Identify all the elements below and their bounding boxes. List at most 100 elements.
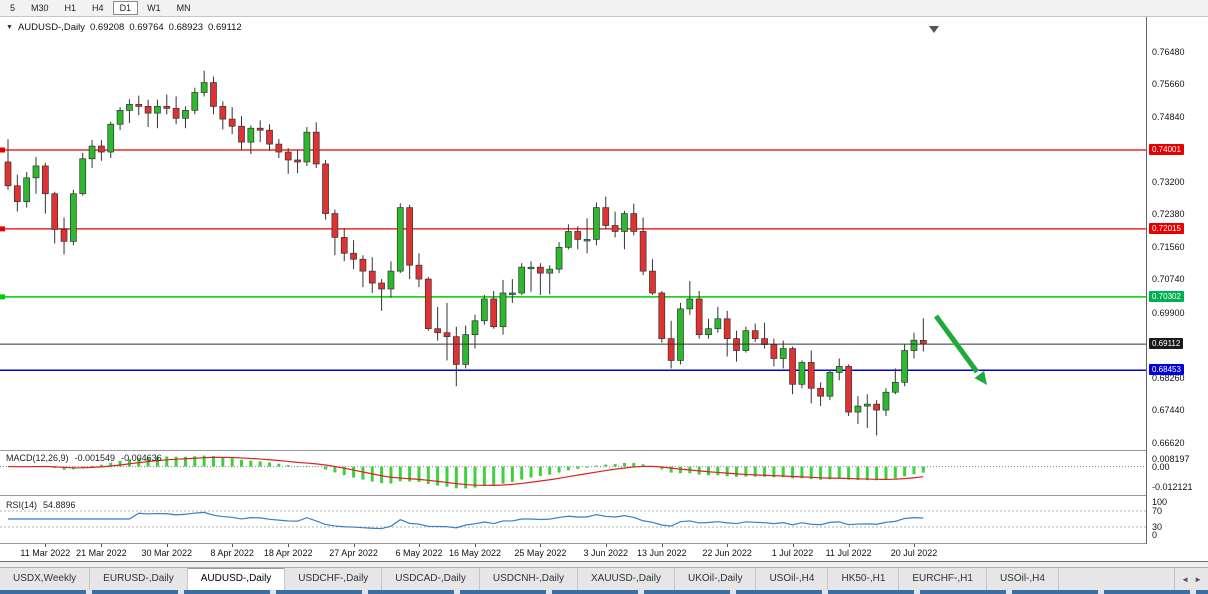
time-axis[interactable]: 11 Mar 2022 21 Mar 2022 30 Mar 2022 8 Apr 2… (0, 544, 1208, 561)
macd-pane (0, 455, 1146, 489)
tab-navigation: ◄ ► (1174, 568, 1208, 590)
time-tick-mark (540, 544, 542, 547)
price-tick: 0.66620 (1152, 438, 1185, 449)
rsi-line (8, 511, 924, 530)
price-tick: 0.68260 (1152, 372, 1185, 383)
time-tick-label: 11 Jul 2022 (825, 548, 872, 558)
time-tick-label: 6 May 2022 (395, 548, 443, 558)
tab-usdcad-daily[interactable]: USDCAD-,Daily (382, 568, 480, 590)
time-tick-mark (45, 544, 47, 547)
time-tick-label: 18 Apr 2022 (263, 548, 313, 558)
ohlc-high: 0.69764 (129, 22, 164, 33)
green-down-arrow[interactable] (933, 314, 980, 374)
tab-usoil-h4[interactable]: USOil-,H4 (986, 568, 1059, 590)
time-tick-label: 13 Jun 2022 (637, 548, 687, 558)
chart-header: ▼ AUDUSD-,Daily 0.69208 0.69764 0.68923 … (6, 22, 242, 33)
time-tick-mark (475, 544, 476, 547)
time-tick-mark (848, 544, 850, 547)
time-tick-label: 20 Jul 2022 (890, 548, 938, 558)
tab-ukoil-daily[interactable]: UKOil-,Daily (675, 568, 757, 590)
chart-symbol-title: AUDUSD-,Daily (17, 22, 85, 33)
timeframe-button-h4[interactable]: H4 (85, 1, 111, 15)
ohlc-close: 0.69112 (208, 22, 242, 33)
time-tick-mark (605, 544, 607, 547)
tab-usdcnh-daily[interactable]: USDCNH-,Daily (479, 568, 578, 590)
macd-scale-tick: 0.008197 (1152, 454, 1190, 464)
taskbar-edge (0, 590, 1208, 594)
time-tick-mark (288, 544, 290, 547)
timeframe-button-h1[interactable]: H1 (58, 1, 84, 15)
price-tick: 0.73200 (1152, 176, 1185, 187)
pane-divider-rsi[interactable] (0, 495, 1208, 496)
timeframe-button-5[interactable]: 5 (3, 1, 22, 15)
time-tick-mark (353, 544, 355, 547)
tab-usdchf-daily[interactable]: USDCHF-,Daily (285, 568, 383, 590)
hline-handle[interactable] (0, 294, 5, 300)
time-tick-mark (792, 544, 794, 547)
timeframe-button-mn[interactable]: MN (170, 1, 198, 15)
time-tick-mark (418, 544, 420, 547)
scroll-shift-marker[interactable] (929, 26, 939, 33)
hline-handle[interactable] (0, 147, 5, 153)
time-tick-mark (166, 544, 168, 547)
price-tick: 0.76480 (1152, 46, 1185, 57)
time-tick-label: 8 Apr 2022 (210, 548, 254, 558)
timeframe-button-d1[interactable]: D1 (112, 1, 139, 15)
timeframe-button-w1[interactable]: W1 (140, 1, 168, 15)
chevron-down-icon[interactable]: ▼ (6, 24, 13, 31)
rsi-pane (0, 510, 1146, 530)
time-tick-label: 3 Jun 2022 (583, 548, 629, 558)
price-tag-0.74001: 0.74001 (1149, 144, 1184, 155)
time-tick-mark (727, 544, 729, 547)
candlestick-chart[interactable] (0, 17, 1146, 561)
rsi-scale-tick: 70 (1152, 506, 1163, 516)
tab-xauusd-daily[interactable]: XAUUSD-,Daily (577, 568, 675, 590)
tab-hk50-h1[interactable]: HK50-,H1 (828, 568, 900, 590)
price-tick: 0.67440 (1152, 405, 1185, 416)
timeframe-button-m30[interactable]: M30 (24, 1, 56, 15)
candles (4, 70, 927, 436)
price-tag-0.70302: 0.70302 (1149, 290, 1184, 302)
rsi-value: 54.8896 (43, 500, 76, 510)
price-tick: 0.72380 (1152, 209, 1185, 220)
price-tick: 0.71560 (1152, 241, 1185, 252)
tab-eurchf-h1[interactable]: EURCHF-,H1 (899, 568, 987, 590)
window-gap (0, 562, 1208, 567)
time-axis-divider (0, 543, 1208, 544)
time-tick-label: 1 Jul 2022 (771, 548, 814, 558)
tab-usoil-h4[interactable]: USOil-,H4 (756, 568, 829, 590)
price-tick: 0.74840 (1152, 111, 1185, 122)
time-tick-mark (101, 544, 103, 547)
macd-scale-tick: 0.00 (1152, 461, 1170, 472)
rsi-scale-tick: 0 (1152, 530, 1158, 540)
chart-tabbar: USDX,Weekly EURUSD-,Daily AUDUSD-,Daily USD… (0, 567, 1208, 590)
tab-eurusd-daily[interactable]: EURUSD-,Daily (90, 568, 188, 590)
tabs-scroll-right-icon[interactable]: ► (1194, 574, 1202, 584)
price-axis[interactable]: 0.76480 0.75660 0.74840 0.73200 0.72380 0.715… (1146, 17, 1208, 544)
tab-audusd-daily[interactable]: AUDUSD-,Daily (187, 568, 286, 590)
time-tick-label: 16 May 2022 (448, 548, 502, 558)
rsi-label: RSI(14) 54.8896 (6, 500, 76, 510)
macd-name: MACD(12,26,9) (6, 453, 69, 463)
green-down-arrow-head[interactable] (974, 370, 988, 385)
tab-usdx-weekly[interactable]: USDX,Weekly (0, 568, 91, 590)
price-tag-0.68453: 0.68453 (1149, 364, 1184, 376)
ohlc-low: 0.68923 (168, 22, 204, 33)
hline-handle[interactable] (0, 226, 5, 232)
time-tick-label: 22 Jun 2022 (702, 548, 752, 558)
price-tag-0.72015: 0.72015 (1149, 222, 1184, 234)
pane-divider-macd[interactable] (0, 450, 1208, 451)
macd-label: MACD(12,26,9) -0.001549 -0.004636 (6, 453, 162, 463)
price-tick: 0.70740 (1152, 274, 1185, 285)
macd-signal-line (7, 456, 924, 486)
time-tick-mark (661, 544, 663, 547)
time-tick-label: 27 Apr 2022 (329, 548, 378, 558)
price-tag-0.69112: 0.69112 (1149, 338, 1184, 350)
macd-value-signal: -0.004636 (121, 453, 162, 463)
time-tick-label: 11 Mar 2022 (20, 548, 71, 558)
macd-value-main: -0.001549 (74, 453, 116, 463)
timeframe-toolbar: 5 M30 H1 H4 D1 W1 MN (0, 0, 1208, 17)
chart-window: ▼ AUDUSD-,Daily 0.69208 0.69764 0.68923 … (0, 17, 1208, 562)
time-tick-label: 30 Mar 2022 (141, 548, 193, 558)
tabs-scroll-left-icon[interactable]: ◄ (1181, 574, 1190, 584)
